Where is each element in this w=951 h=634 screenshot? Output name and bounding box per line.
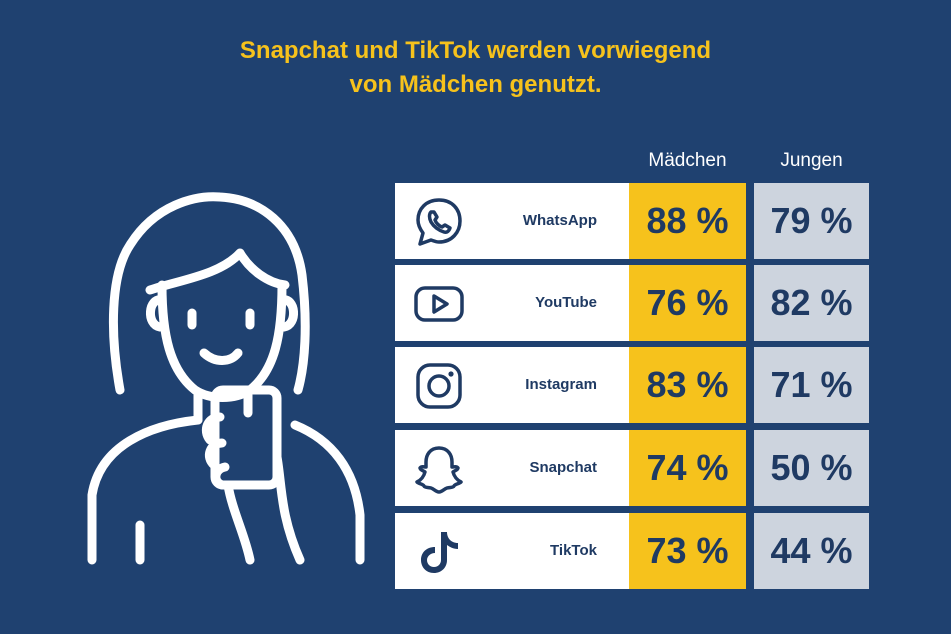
- value-maedchen: 74 %: [629, 430, 746, 506]
- app-name: TikTok: [550, 542, 597, 559]
- value-jungen: 82 %: [754, 265, 869, 341]
- app-name: Instagram: [525, 376, 597, 393]
- value-maedchen: 76 %: [629, 265, 746, 341]
- snapchat-icon: [415, 446, 463, 494]
- value-jungen: 79 %: [754, 183, 869, 259]
- table-row: TikTok 73 % 44 %: [395, 513, 869, 589]
- table-row: Snapchat 74 % 50 %: [395, 430, 869, 506]
- value-maedchen: 88 %: [629, 183, 746, 259]
- value-jungen: 44 %: [754, 513, 869, 589]
- table-row: Instagram 83 % 71 %: [395, 347, 869, 423]
- column-header-maedchen: Mädchen: [648, 150, 727, 171]
- chart-title: Snapchat und TikTok werden vorwiegend vo…: [0, 34, 951, 102]
- app-cell: WhatsApp: [395, 183, 629, 259]
- value-jungen: 71 %: [754, 347, 869, 423]
- tiktok-icon: [421, 532, 458, 573]
- value-maedchen: 73 %: [629, 513, 746, 589]
- app-name: YouTube: [535, 294, 597, 311]
- instagram-icon: [416, 363, 462, 409]
- app-cell: Instagram: [395, 347, 629, 423]
- girl-with-phone-icon: [87, 192, 365, 565]
- column-header-jungen: Jungen: [780, 150, 843, 171]
- app-cell: TikTok: [395, 513, 629, 589]
- table-row: YouTube 76 % 82 %: [395, 265, 869, 341]
- title-line-1: Snapchat und TikTok werden vorwiegend: [239, 37, 712, 64]
- app-name: WhatsApp: [522, 212, 597, 229]
- app-cell: YouTube: [395, 265, 629, 341]
- value-jungen: 50 %: [754, 430, 869, 506]
- whatsapp-icon: [416, 198, 462, 246]
- value-maedchen: 83 %: [629, 347, 746, 423]
- table-row: WhatsApp 88 % 79 %: [395, 183, 869, 259]
- title-line-2: von Mädchen genutzt.: [349, 71, 602, 98]
- app-name: Snapchat: [529, 459, 597, 476]
- youtube-icon: [414, 286, 464, 322]
- app-cell: Snapchat: [395, 430, 629, 506]
